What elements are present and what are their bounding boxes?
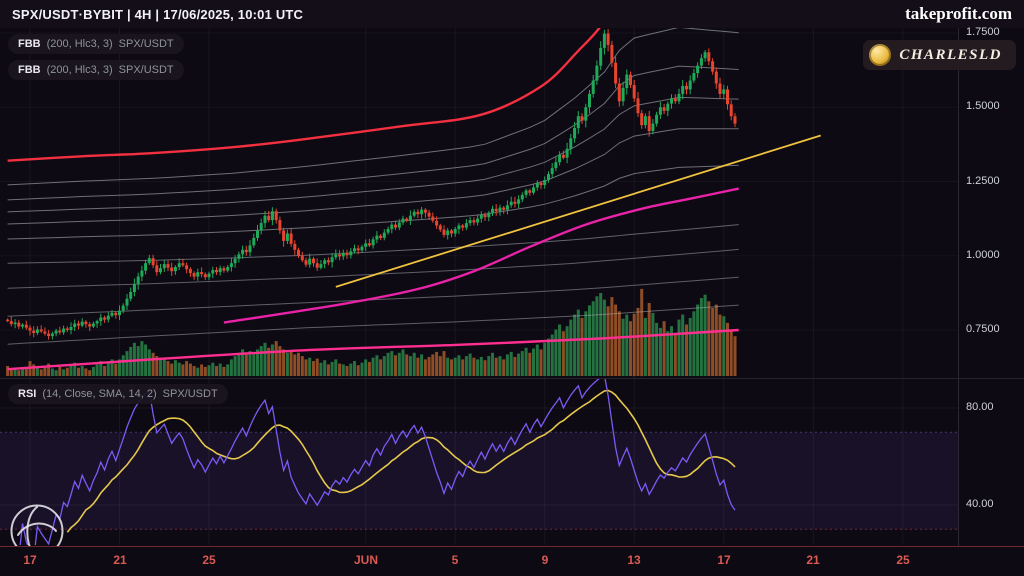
time-axis[interactable]: 17 21 25 JUN 5 9 13 17 21 25 (0, 546, 1024, 576)
main-price-chart[interactable] (0, 28, 958, 378)
indicator-symbol: SPX/USDT (118, 38, 174, 50)
time-label: 21 (113, 553, 127, 567)
fbb-indicator-label-2[interactable]: FBB (200, Hlc3, 3) SPX/USDT (8, 60, 184, 80)
time-label: 25 (202, 553, 216, 567)
indicator-params: (14, Close, SMA, 14, 2) (42, 388, 157, 400)
indicator-name: FBB (18, 64, 41, 76)
indicator-params: (200, Hlc3, 3) (46, 64, 113, 76)
rsi-indicator-label[interactable]: RSI (14, Close, SMA, 14, 2) SPX/USDT (8, 384, 228, 404)
time-label: 5 (451, 553, 459, 567)
chart-header: SPX/USDT·BYBIT | 4H | 17/06/2025, 10:01 … (0, 0, 1024, 28)
charlesld-label: CHARLESLD (899, 46, 1002, 63)
time-label: 13 (627, 553, 641, 567)
price-label: 1.7500 (966, 26, 1000, 38)
indicator-name: FBB (18, 38, 41, 50)
price-axis[interactable]: 1.7500 1.5000 1.2500 1.0000 0.7500 80.00 40.00 (958, 26, 1024, 546)
rsi-level-label: 80.00 (966, 401, 994, 413)
pane-separator[interactable] (0, 378, 1024, 379)
gold-coin-icon (869, 44, 892, 66)
rsi-level-label: 40.00 (966, 498, 994, 510)
brand-watermark: takeprofit.com (905, 4, 1012, 23)
charlesld-badge: CHARLESLD (863, 40, 1016, 70)
price-label: 1.2500 (966, 175, 1000, 187)
time-label: 17 (23, 553, 37, 567)
price-label: 0.7500 (966, 323, 1000, 335)
price-label: 1.0000 (966, 249, 1000, 261)
symbol-info: SPX/USDT·BYBIT | 4H | 17/06/2025, 10:01 … (12, 6, 304, 22)
time-label: 25 (896, 553, 910, 567)
fbb-indicator-label-1[interactable]: FBB (200, Hlc3, 3) SPX/USDT (8, 34, 184, 54)
rsi-pane[interactable] (0, 379, 958, 545)
time-label: JUN (353, 553, 378, 567)
indicator-name: RSI (18, 388, 37, 400)
indicator-symbol: SPX/USDT (162, 388, 218, 400)
indicator-symbol: SPX/USDT (118, 64, 174, 76)
indicator-params: (200, Hlc3, 3) (46, 38, 113, 50)
time-label: 21 (806, 553, 820, 567)
time-label: 17 (717, 553, 731, 567)
axis-separator (958, 28, 959, 546)
price-label: 1.5000 (966, 100, 1000, 112)
time-label: 9 (541, 553, 549, 567)
